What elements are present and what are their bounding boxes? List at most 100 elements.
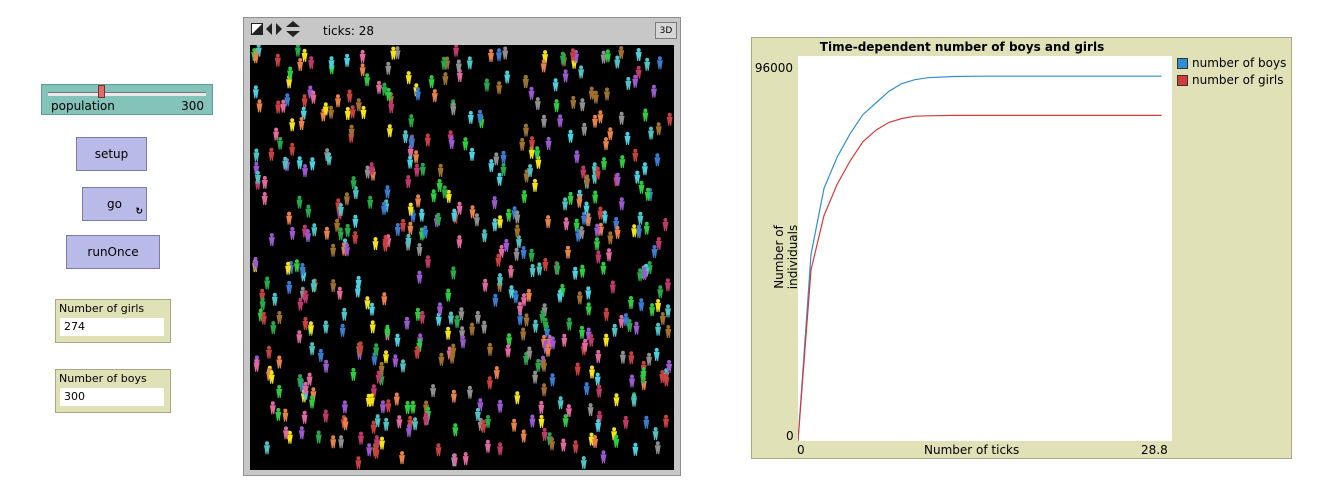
go-button[interactable]: go ↻ — [82, 187, 147, 221]
person-agent — [653, 347, 660, 361]
person-agent — [414, 345, 421, 359]
person-agent — [579, 264, 586, 278]
person-agent — [450, 266, 457, 280]
person-agent — [358, 431, 364, 445]
person-agent — [289, 226, 296, 240]
person-agent — [641, 162, 648, 176]
person-agent — [260, 311, 267, 325]
person-agent — [261, 175, 268, 189]
person-agent — [512, 290, 519, 304]
person-agent — [370, 420, 377, 434]
setup-button[interactable]: setup — [76, 137, 147, 171]
person-agent — [297, 374, 304, 388]
person-agent — [393, 392, 400, 406]
person-agent — [276, 385, 283, 398]
plot-title: Time-dependent number of boys and girls — [819, 40, 1105, 54]
slider-track[interactable] — [48, 92, 206, 96]
person-agent — [532, 319, 539, 333]
person-agent — [346, 89, 353, 103]
person-agent — [466, 385, 473, 399]
person-agent — [441, 185, 448, 199]
person-agent — [477, 109, 483, 123]
person-agent — [297, 58, 304, 71]
3d-button[interactable]: 3D — [655, 22, 677, 39]
runonce-button[interactable]: runOnce — [66, 235, 160, 269]
person-agent — [311, 223, 318, 237]
person-agent — [572, 266, 579, 280]
person-agent — [352, 214, 359, 228]
person-agent — [419, 310, 426, 324]
person-agent — [385, 61, 392, 75]
person-agent — [569, 48, 576, 62]
person-agent — [520, 429, 527, 443]
person-agent — [523, 313, 530, 327]
person-agent — [520, 246, 527, 259]
person-agent — [343, 192, 350, 206]
edge-wrap-icon[interactable] — [251, 23, 263, 35]
girls-monitor-value: 274 — [60, 318, 164, 336]
person-agent — [604, 87, 610, 101]
person-agent — [445, 189, 452, 203]
population-slider[interactable]: population 300 — [41, 84, 213, 115]
person-agent — [535, 358, 542, 372]
person-agent — [523, 123, 529, 137]
person-agent — [517, 312, 524, 326]
vertical-arrows-icon[interactable] — [286, 21, 300, 37]
person-agent — [366, 443, 373, 457]
person-agent — [618, 46, 625, 60]
world-canvas[interactable] — [250, 45, 674, 470]
person-agent — [522, 74, 529, 88]
person-agent — [656, 56, 663, 70]
person-agent — [594, 372, 601, 386]
person-agent — [570, 95, 577, 109]
person-agent — [659, 312, 666, 325]
person-agent — [474, 407, 481, 421]
person-agent — [435, 443, 442, 457]
person-agent — [379, 436, 385, 450]
person-agent — [357, 341, 364, 355]
person-agent — [562, 414, 569, 428]
person-agent — [335, 94, 341, 108]
person-agent — [425, 255, 431, 269]
person-agent — [529, 414, 536, 428]
slider-thumb[interactable] — [98, 85, 106, 98]
person-agent — [402, 130, 409, 144]
person-agent — [622, 313, 629, 327]
person-agent — [310, 90, 317, 104]
person-agent — [334, 218, 341, 232]
plot-y-min: 0 — [786, 429, 794, 443]
person-agent — [594, 237, 600, 251]
person-agent — [301, 410, 308, 424]
person-agent — [491, 196, 498, 210]
horizontal-arrows-icon[interactable] — [266, 23, 282, 35]
person-agent — [252, 50, 259, 64]
girls-monitor: Number of girls 274 — [55, 299, 171, 343]
person-agent — [625, 76, 632, 90]
person-agent — [581, 122, 588, 136]
person-agent — [413, 150, 420, 164]
person-agent — [600, 50, 607, 64]
person-agent — [541, 358, 547, 372]
person-agent — [469, 147, 475, 161]
person-agent — [655, 299, 662, 312]
person-agent — [665, 325, 672, 338]
person-agent — [567, 129, 574, 143]
person-agent — [613, 434, 620, 448]
person-agent — [415, 194, 422, 208]
person-agent — [419, 162, 426, 176]
person-agent — [553, 99, 560, 113]
person-agent — [497, 442, 504, 456]
person-agent — [559, 51, 566, 65]
person-agent — [664, 278, 671, 292]
person-agent — [375, 370, 382, 384]
person-agent — [390, 46, 397, 60]
person-agent — [355, 98, 362, 112]
person-agent — [392, 354, 399, 368]
person-agent — [592, 114, 598, 128]
person-agent — [597, 206, 604, 220]
person-agent — [339, 323, 346, 337]
person-agent — [435, 212, 442, 226]
person-agent — [552, 78, 559, 92]
person-agent — [336, 286, 343, 300]
person-agent — [497, 273, 503, 287]
